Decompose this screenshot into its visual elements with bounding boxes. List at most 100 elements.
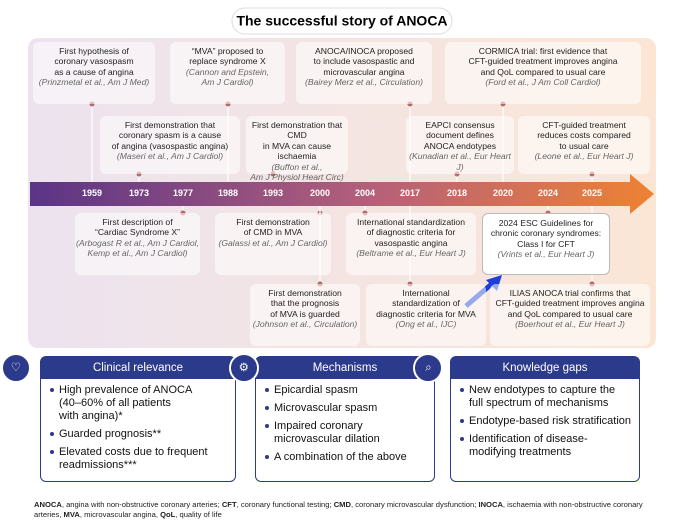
timeline-arrow: [30, 174, 654, 214]
event-text: vasospastic angina: [374, 237, 448, 248]
panel-item-line: High prevalence of ANOCA: [59, 384, 193, 396]
event-citation: (Cannon and Epstein,: [185, 66, 270, 77]
event-text: “MVA” proposed to: [191, 46, 264, 56]
panel-item: Microvascular spasm: [265, 402, 428, 415]
event-citation: (Beltrame et al., Eur Heart J): [356, 248, 466, 259]
info-panel: ⚙ Mechanisms Epicardial spasm Microvascular…: [228, 353, 435, 482]
event-text: in MVA can cause ischaemia: [262, 140, 332, 162]
panel-title: Knowledge gaps: [502, 362, 588, 374]
footnote-def: , coronary functional testing;: [236, 500, 334, 509]
event-box: First description of “Cardiac Syndrome X”…: [75, 213, 200, 275]
panel-item: Impaired coronary microvascular dilation: [265, 420, 428, 446]
panel-item: Guarded prognosis**: [50, 428, 229, 441]
panel-item-line: full spectrum of mechanisms: [469, 397, 609, 409]
event-text: Class I for CFT: [517, 238, 575, 249]
event-text: to include vasospastic and: [313, 56, 415, 67]
panel-item: Elevated costs due to frequent readmissio…: [50, 446, 229, 472]
panel-item-line: Endotype-based risk stratification: [469, 415, 632, 427]
footnote-def: , ischaemia with non-obstructive coronar…: [34, 500, 643, 519]
event-citation: (Buffon et al.,: [271, 161, 323, 172]
year-label: 2025: [581, 188, 603, 198]
footnote-abbr: CMD: [333, 500, 351, 509]
footnote-def: , quality of life: [175, 510, 222, 519]
event-box: International standardization of diagnost…: [346, 213, 476, 275]
event-text: CFT-guided treatment improves angina: [468, 56, 618, 67]
event-text: First demonstration that: [124, 120, 216, 130]
event-text: First demonstration that CMD: [251, 120, 343, 141]
event-box: “MVA” proposed to replace syndrome X (Cann…: [170, 42, 285, 104]
panel-item-line: Identification of disease-: [469, 433, 588, 445]
info-panel: ♡ Clinical relevance High prevalence of AN…: [0, 353, 236, 482]
event-box: International standardization of diagnosti…: [366, 284, 486, 346]
footnote-def: , microvascular angina,: [79, 510, 161, 519]
event-box: First demonstration that the prognosis of …: [250, 284, 360, 346]
panel-item: New endotypes to capture the full spectru…: [460, 384, 633, 410]
panel-item-line: Epicardial spasm: [274, 384, 358, 396]
event-text: coronary vasospasm: [54, 56, 134, 67]
event-box: First demonstration that coronary spasm i…: [100, 116, 240, 174]
event-text: that the prognosis: [270, 298, 340, 309]
footnote-abbr: MVA: [63, 510, 80, 519]
panel-item: A combination of the above: [265, 451, 428, 464]
panel-item-line: Guarded prognosis**: [59, 428, 162, 440]
panel-title: Mechanisms: [312, 362, 378, 374]
event-citation: (Galassi et al., Am J Cardiol): [218, 237, 328, 248]
event-citation: (Bairey Merz et al., Circulation): [305, 77, 423, 88]
event-text: International: [402, 288, 450, 298]
event-text: CFT-guided treatment improves angina: [495, 298, 645, 309]
event-text: International standardization: [357, 217, 465, 227]
event-citation: Kemp et al., Am J Cardiol): [87, 248, 188, 259]
panel-header: ⌕ Knowledge gaps: [413, 353, 639, 383]
event-citation: (Arbogast R et al., Am J Cardiol,: [76, 237, 199, 248]
panel-item: Endotype-based risk stratification: [460, 415, 633, 428]
event-box: ILIAS ANOCA trial confirms that CFT-guide…: [490, 284, 650, 346]
panel-title: Clinical relevance: [92, 362, 184, 374]
panel-item: Epicardial spasm: [265, 384, 428, 397]
event-text: ANOCA endotypes: [423, 140, 497, 151]
event-text: ILIAS ANOCA trial confirms that: [509, 288, 631, 298]
event-text: coronary spasm is a cause: [118, 130, 222, 141]
event-text: of angina (vasospastic angina): [111, 140, 229, 151]
year-label: 1988: [217, 188, 239, 198]
footnote-abbr: QoL: [160, 510, 176, 519]
event-text: replace syndrome X: [189, 56, 266, 67]
panel-header: ⚙ Mechanisms: [228, 353, 434, 383]
event-text: of MVA is guarded: [270, 308, 340, 319]
panel-item-line: Impaired coronary: [274, 420, 363, 432]
event-text: microvascular angina: [323, 66, 405, 77]
panel-item-line: with angina)*: [59, 410, 123, 422]
year-label: 1959: [81, 188, 103, 198]
event-text: as a cause of angina: [54, 66, 134, 77]
event-text: and QoL compared to usual care: [480, 66, 606, 77]
year-label: 1993: [262, 188, 284, 198]
info-panel: ⌕ Knowledge gaps New endotypes to capture …: [413, 353, 640, 482]
event-citation: (Leone et al., Eur Heart J): [534, 151, 634, 162]
event-text: document defines: [426, 130, 494, 141]
footnote-abbr: INOCA: [478, 500, 503, 509]
event-text: of CMD in MVA: [243, 227, 303, 238]
panel-item-line: (40–60% of all patients: [59, 397, 171, 409]
panel-icon: ♡: [0, 353, 31, 383]
year-label: 2017: [399, 188, 421, 198]
panel-item: High prevalence of ANOCA (40–60% of all p…: [50, 384, 229, 423]
event-text: First hypothesis of: [59, 46, 129, 56]
event-text: diagnostic criteria for MVA: [376, 308, 476, 319]
panel-icon: ⚙: [228, 353, 259, 383]
title: The successful story of ANOCA: [236, 13, 447, 29]
footnote-def: , coronary microvascular dysfunction;: [350, 500, 479, 509]
year-label: 2020: [492, 188, 514, 198]
event-box: CFT-guided treatment reduces costs compar…: [518, 116, 650, 174]
event-text: reduces costs compared: [537, 130, 631, 141]
event-citation: (Boerhout et al., Eur Heart J): [515, 319, 625, 330]
event-box: First demonstration that CMD in MVA can c…: [246, 116, 348, 182]
event-citation: (Ford et al., J Am Coll Cardiol): [485, 77, 601, 88]
event-citation: (Kunadian et al., Eur Heart J): [409, 151, 511, 172]
footnote-abbr: ANOCA: [34, 500, 62, 509]
event-text: CFT-guided treatment: [542, 120, 626, 130]
year-label: 2004: [354, 188, 376, 198]
panel-item-line: readmissions***: [59, 459, 137, 471]
year-label: 2018: [446, 188, 468, 198]
event-text: “Cardiac Syndrome X”: [94, 227, 180, 238]
year-label: 2024: [537, 188, 559, 198]
